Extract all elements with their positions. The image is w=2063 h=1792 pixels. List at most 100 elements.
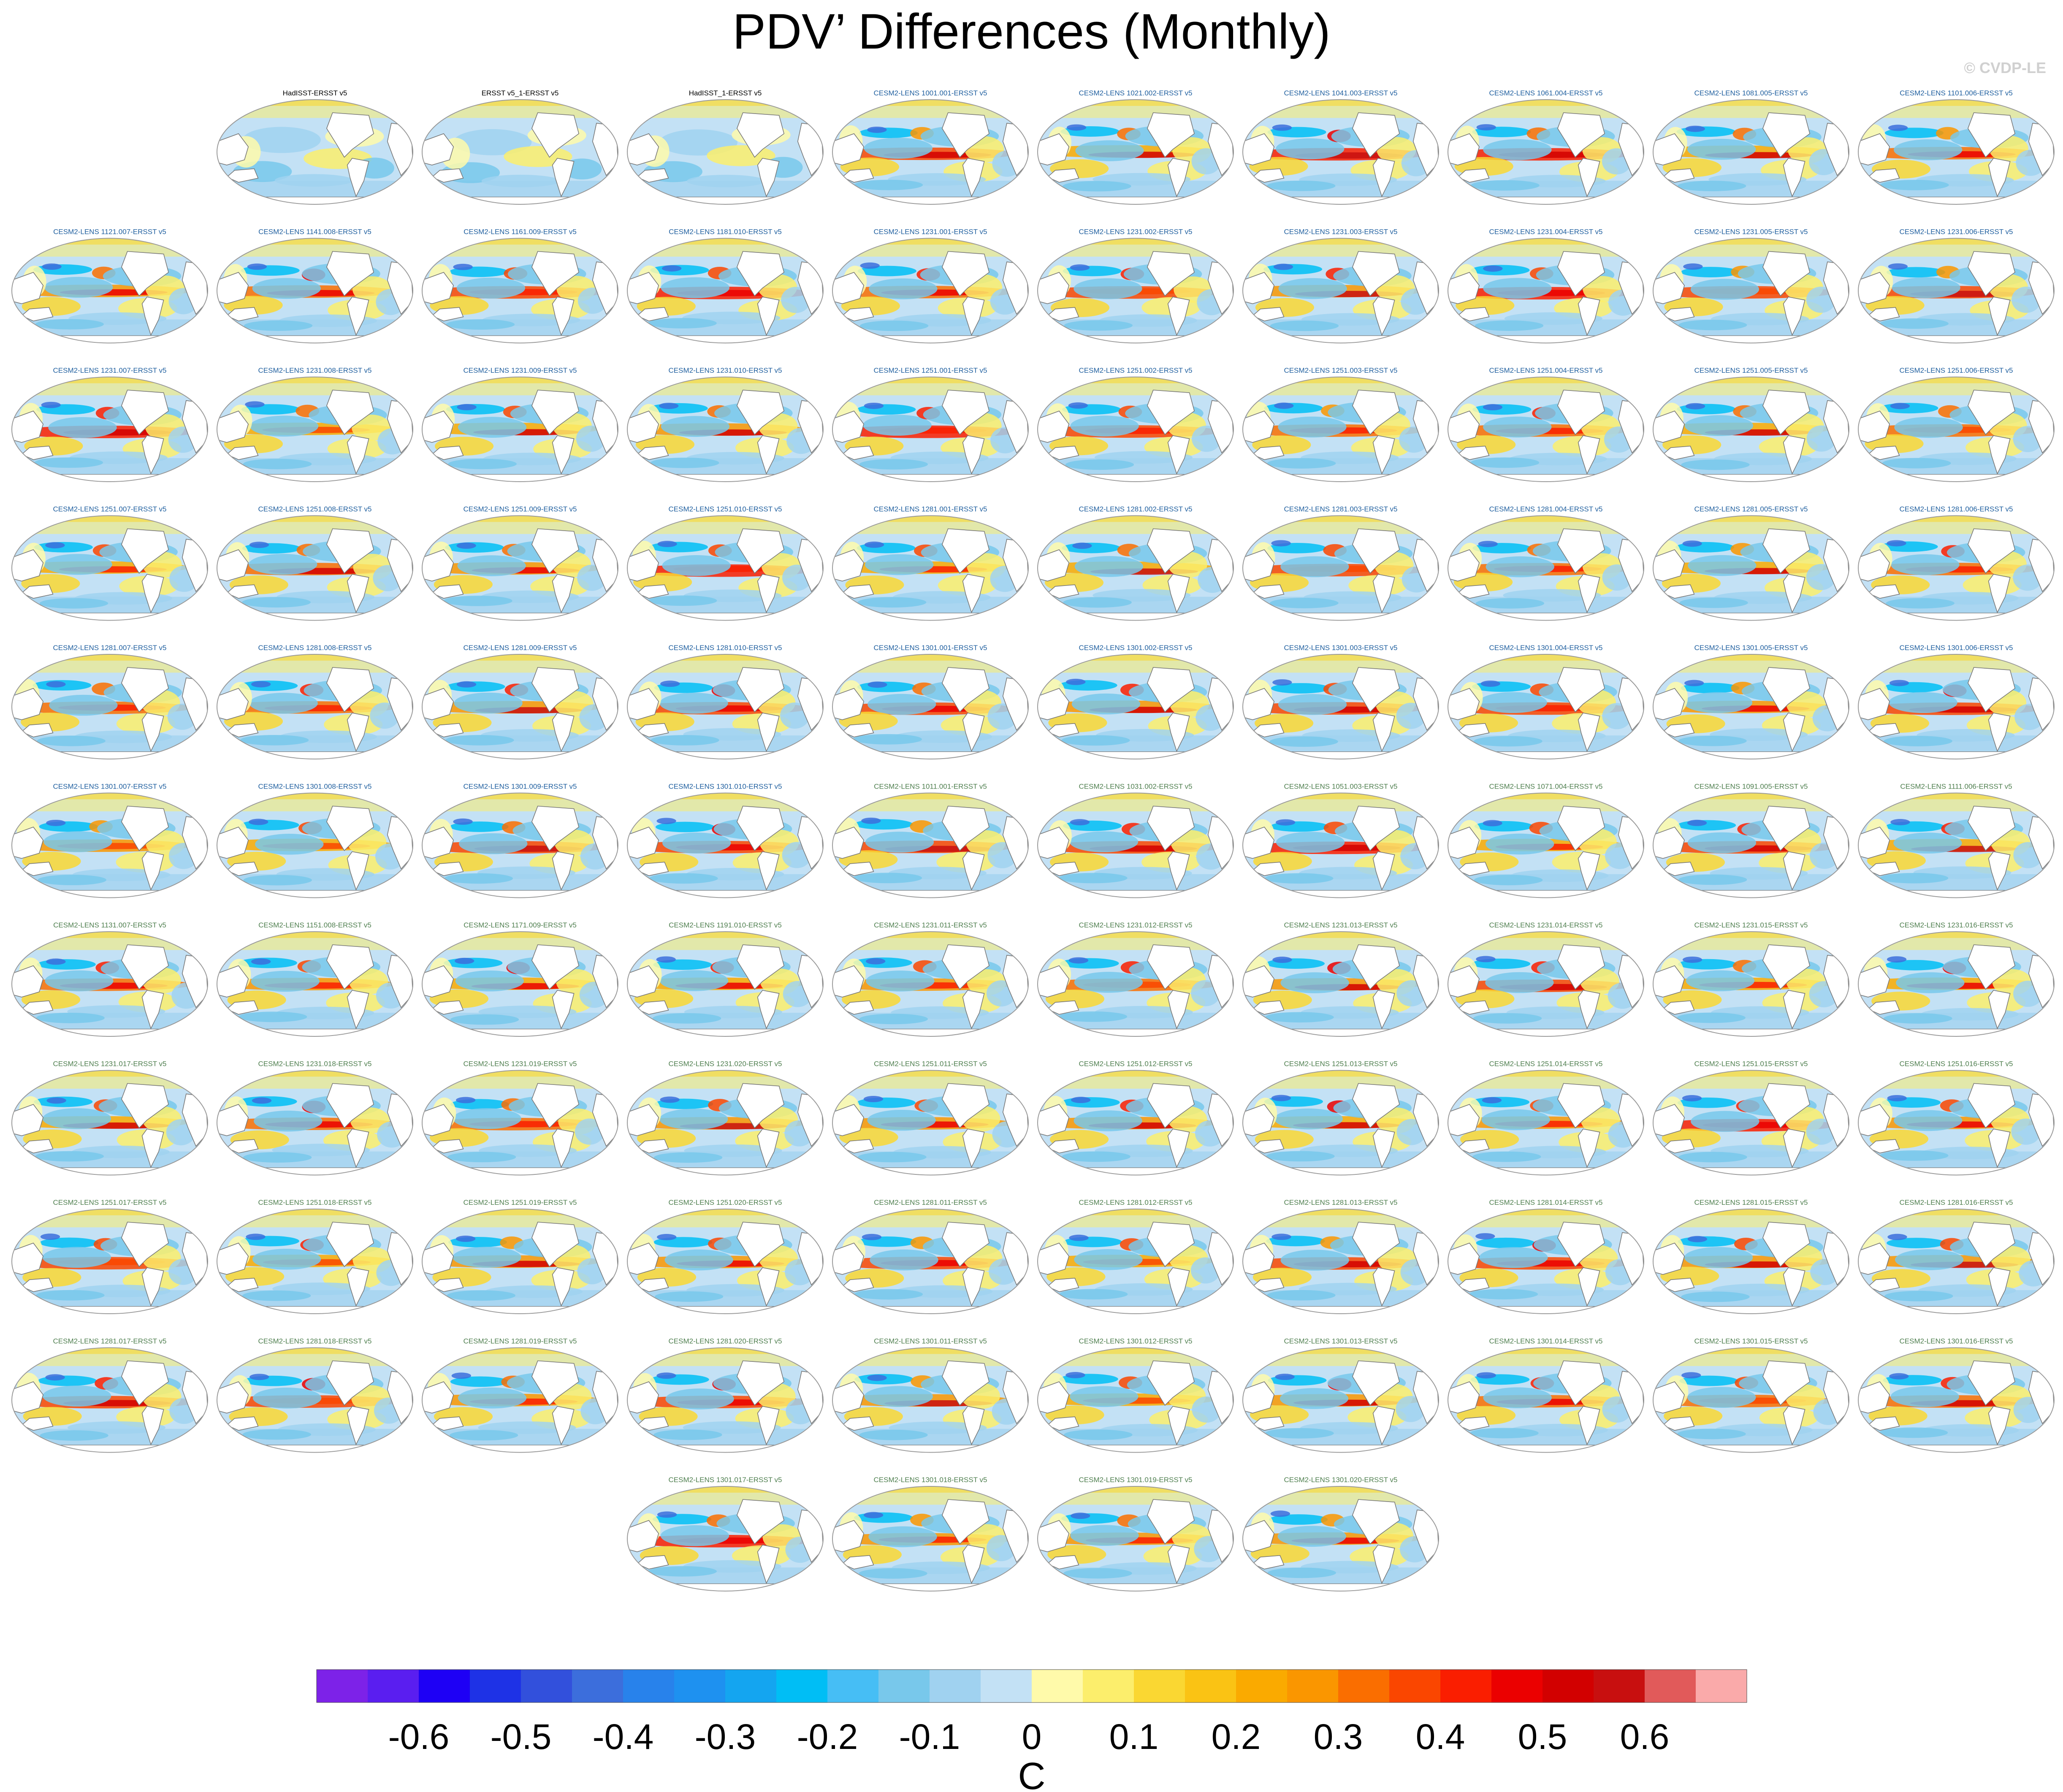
map-border: [1037, 1209, 1234, 1314]
map-border: [217, 654, 413, 759]
panel-title: CESM2-LENS 1111.006-ERSST v5: [1900, 783, 2012, 791]
map-border: [1242, 654, 1439, 759]
map-panel: CESM2-LENS 1251.020-ERSST v5: [627, 1198, 824, 1314]
land-mass: [1967, 667, 2016, 713]
colorbar-tick-label: 0.2: [1212, 1717, 1261, 1757]
anomaly-patch: [1895, 1249, 1964, 1270]
anomaly-patch: [37, 735, 106, 746]
panel-title: CESM2-LENS 1281.008-ERSST v5: [258, 644, 372, 652]
anomaly-patch: [1687, 1236, 1708, 1242]
land-mass: [1038, 1520, 1070, 1552]
anomaly-patch: [1275, 1374, 1295, 1380]
land-mass: [757, 435, 780, 475]
anomaly-patch: [1470, 457, 1540, 468]
panel-title: CESM2-LENS 1251.018-ERSST v5: [258, 1198, 372, 1206]
anomaly-patch: [1474, 875, 1543, 886]
anomaly-patch: [863, 415, 932, 436]
anomaly-patch: [1272, 957, 1292, 963]
land-mass: [736, 112, 785, 158]
land-mass: [326, 251, 374, 297]
anomaly-patch: [1677, 1429, 1746, 1440]
panel-title: CESM2-LENS 1231.009-ERSST v5: [464, 366, 577, 374]
anomaly-patch: [248, 819, 268, 825]
anomaly-patch: [653, 1429, 722, 1440]
panel-title: CESM2-LENS 1231.020-ERSST v5: [669, 1060, 782, 1068]
land-mass: [422, 133, 454, 165]
panel-title: CESM2-LENS 1231.006-ERSST v5: [1900, 228, 2013, 236]
land-mass: [1147, 1499, 1195, 1545]
land-mass: [757, 1128, 780, 1168]
anomaly-patch: [449, 1430, 518, 1441]
land-mass: [1967, 1222, 2016, 1267]
panel-title: CESM2-LENS 1281.018-ERSST v5: [258, 1337, 372, 1345]
land-mass: [962, 1128, 985, 1168]
land-mass: [326, 1222, 374, 1267]
map-border: [1037, 931, 1234, 1037]
panel-title: CESM2-LENS 1301.016-ERSST v5: [1900, 1337, 2013, 1345]
anomaly-patch: [1891, 554, 1960, 575]
land-mass: [962, 158, 985, 198]
anomaly-patch: [239, 1011, 307, 1022]
anomaly-patch: [1887, 540, 1906, 547]
land-mass: [552, 713, 575, 752]
panel-title: CESM2-LENS 1031.002-ERSST v5: [1079, 783, 1193, 791]
anomaly-patch: [455, 1097, 476, 1103]
anomaly-patch: [1269, 1514, 1328, 1525]
anomaly-patch: [240, 735, 309, 746]
land-mass: [1762, 251, 1811, 297]
land-mass: [1352, 1499, 1400, 1545]
panel-title: CESM2-LENS 1101.006-ERSST v5: [1900, 89, 2013, 97]
map-panel: CESM2-LENS 1281.005-ERSST v5: [1653, 505, 1849, 621]
anomaly-patch: [1887, 1095, 1907, 1101]
land-mass: [347, 296, 369, 336]
land-mass: [217, 965, 249, 998]
anomaly-patch: [1070, 1525, 1139, 1546]
anomaly-patch: [867, 1109, 936, 1131]
anomaly-patch: [244, 320, 313, 331]
land-mass: [121, 528, 169, 574]
land-mass: [1783, 851, 1805, 891]
land-mass: [1762, 528, 1811, 574]
anomaly-patch: [252, 278, 321, 299]
map-border: [1242, 792, 1439, 898]
anomaly-patch: [1280, 556, 1349, 577]
anomaly-patch: [687, 175, 765, 187]
panel-title: CESM2-LENS 1231.014-ERSST v5: [1489, 921, 1603, 929]
colorbar-swatch: [521, 1670, 572, 1703]
map-border: [1448, 515, 1644, 621]
map-panel: CESM2-LENS 1231.005-ERSST v5: [1653, 228, 1849, 344]
map-panel: CESM2-LENS 1231.013-ERSST v5: [1242, 921, 1439, 1037]
map-border: [1653, 1347, 1849, 1453]
colorbar-swatch: [827, 1670, 879, 1703]
anomaly-patch: [859, 1429, 928, 1440]
colorbar-tick-label: 0: [1022, 1717, 1042, 1757]
panel-title: CESM2-LENS 1231.017-ERSST v5: [53, 1060, 167, 1068]
anomaly-patch: [660, 1525, 729, 1546]
land-mass: [1967, 390, 2016, 435]
land-mass: [736, 944, 785, 990]
land-mass: [141, 1406, 164, 1446]
land-mass: [1988, 851, 2011, 891]
land-mass: [121, 390, 169, 435]
panel-title: CESM2-LENS 1281.012-ERSST v5: [1079, 1198, 1193, 1206]
anomaly-patch: [1687, 138, 1756, 160]
anomaly-patch: [48, 417, 117, 438]
anomaly-patch: [575, 1118, 605, 1145]
land-mass: [552, 1406, 575, 1446]
land-mass: [552, 1267, 575, 1307]
anomaly-patch: [1894, 417, 1963, 438]
land-mass: [832, 827, 865, 859]
panel-title: HadISST_1-ERSST v5: [689, 89, 762, 97]
land-mass: [757, 1267, 780, 1307]
anomaly-patch: [869, 278, 938, 300]
land-mass: [627, 1381, 659, 1414]
land-mass: [12, 549, 44, 582]
panel-title: CESM2-LENS 1301.004-ERSST v5: [1489, 644, 1603, 652]
panel-title: CESM2-LENS 1231.018-ERSST v5: [258, 1060, 372, 1068]
map-panel: CESM2-LENS 1301.020-ERSST v5: [1242, 1476, 1439, 1591]
map-panel: CESM2-LENS 1281.019-ERSST v5: [422, 1337, 618, 1453]
panel-title: CESM2-LENS 1281.010-ERSST v5: [669, 644, 782, 652]
land-mass: [326, 390, 374, 435]
anomaly-patch: [1887, 1238, 1946, 1248]
land-mass: [141, 435, 164, 475]
